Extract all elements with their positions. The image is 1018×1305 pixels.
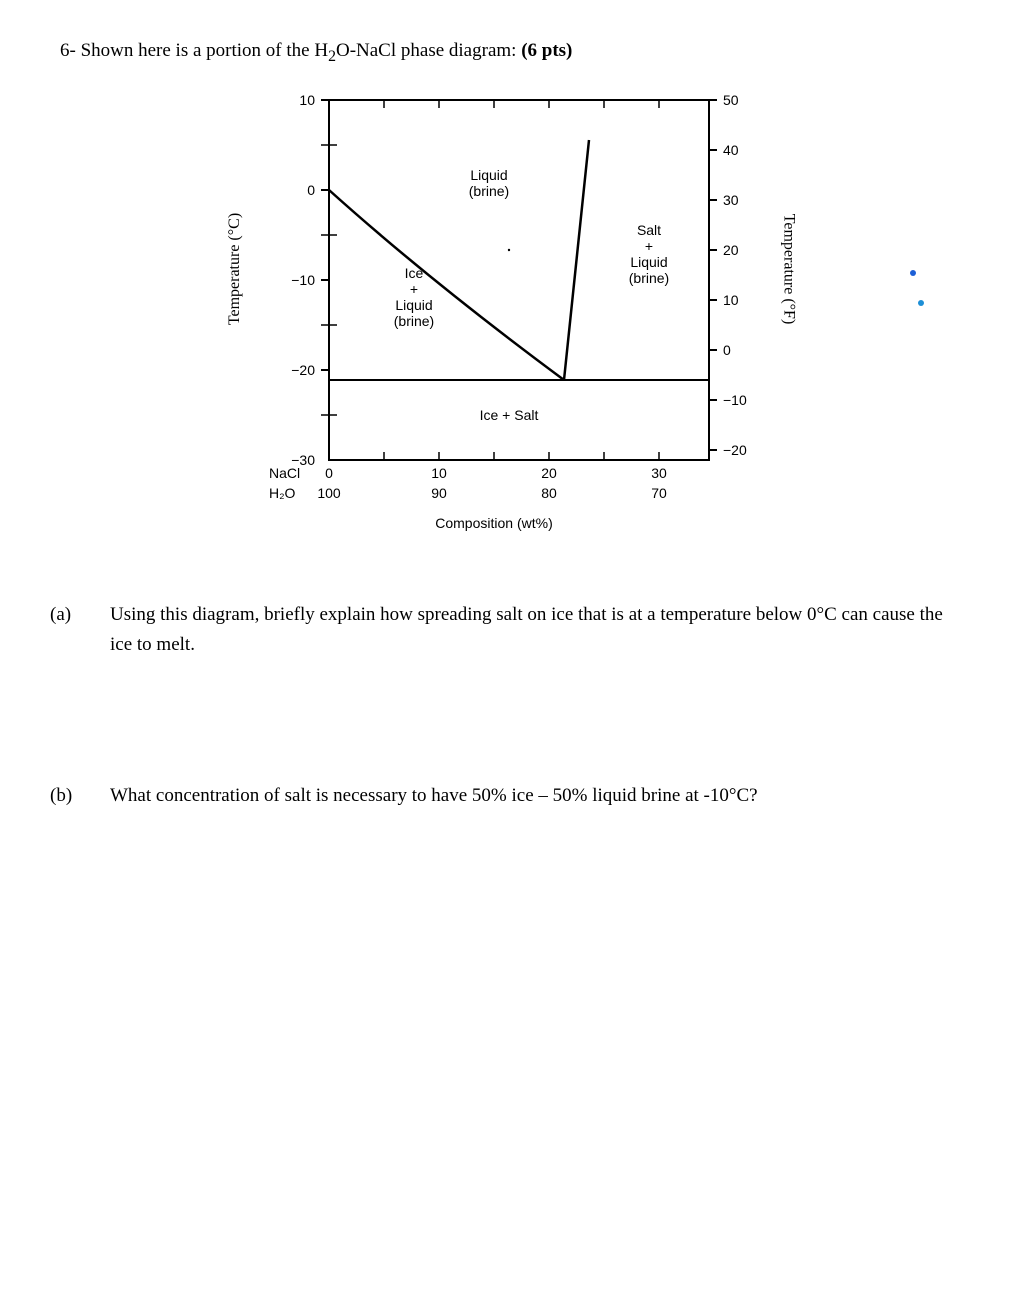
svg-text:−10: −10 bbox=[723, 392, 747, 408]
question-parts: (a) Using this diagram, briefly explain … bbox=[50, 600, 968, 811]
right-ticks: 50 40 30 20 10 0 −10 −20 bbox=[709, 92, 747, 458]
question-sub: 2 bbox=[328, 48, 336, 65]
svg-text:−20: −20 bbox=[723, 442, 747, 458]
svg-text:50: 50 bbox=[723, 92, 739, 108]
svg-text:−20: −20 bbox=[291, 362, 315, 378]
x-row2-label: H₂O bbox=[269, 485, 296, 501]
phase-diagram: Temperature (°C) Temperature (°F) 10 0 −… bbox=[229, 70, 789, 540]
svg-text:(brine): (brine) bbox=[394, 313, 434, 329]
svg-text:Liquid: Liquid bbox=[395, 297, 432, 313]
svg-text:30: 30 bbox=[723, 192, 739, 208]
x-axis-label: Composition (wt%) bbox=[435, 515, 552, 531]
svg-text:+: + bbox=[410, 281, 418, 297]
part-b-label: (b) bbox=[50, 781, 110, 811]
svg-text:20: 20 bbox=[541, 465, 557, 481]
x-row1-label: NaCl bbox=[269, 465, 300, 481]
artifact-dot bbox=[918, 300, 924, 306]
part-a: (a) Using this diagram, briefly explain … bbox=[50, 600, 968, 661]
svg-text:0: 0 bbox=[325, 465, 333, 481]
question-text-1: Shown here is a portion of the H bbox=[81, 40, 328, 61]
svg-text:10: 10 bbox=[299, 92, 315, 108]
right-liquidus bbox=[564, 140, 589, 380]
svg-text:Liquid: Liquid bbox=[630, 254, 667, 270]
svg-text:Ice: Ice bbox=[405, 265, 424, 281]
left-axis-label: Temperature (°C) bbox=[226, 213, 244, 325]
part-b: (b) What concentration of salt is necess… bbox=[50, 781, 968, 811]
question-text-2: O-NaCl phase diagram: bbox=[336, 40, 521, 61]
question-header: 6- Shown here is a portion of the H2O-Na… bbox=[50, 40, 968, 66]
svg-text:(brine): (brine) bbox=[469, 183, 509, 199]
part-a-label: (a) bbox=[50, 600, 110, 661]
part-b-text: What concentration of salt is necessary … bbox=[110, 781, 968, 811]
svg-text:40: 40 bbox=[723, 142, 739, 158]
part-a-text: Using this diagram, briefly explain how … bbox=[110, 600, 968, 661]
svg-text:70: 70 bbox=[651, 485, 667, 501]
svg-text:20: 20 bbox=[723, 242, 739, 258]
top-ticks bbox=[384, 100, 659, 108]
left-ticks: 10 0 −10 −20 −30 bbox=[291, 92, 337, 468]
left-liquidus bbox=[329, 190, 564, 380]
question-number: 6- bbox=[60, 40, 76, 61]
svg-text:(brine): (brine) bbox=[629, 270, 669, 286]
svg-text:Ice + Salt: Ice + Salt bbox=[480, 407, 539, 423]
question-points: (6 pts) bbox=[521, 40, 572, 61]
svg-text:10: 10 bbox=[431, 465, 447, 481]
phase-diagram-svg: 10 0 −10 −20 −30 50 40 30 20 10 0 −10 −2… bbox=[229, 70, 789, 540]
svg-text:−10: −10 bbox=[291, 272, 315, 288]
svg-text:90: 90 bbox=[431, 485, 447, 501]
svg-text:100: 100 bbox=[317, 485, 341, 501]
svg-text:10: 10 bbox=[723, 292, 739, 308]
right-axis-label: Temperature (°F) bbox=[780, 214, 798, 325]
bottom-ticks: NaCl H₂O 0 10 20 30 100 90 80 70 Composi… bbox=[269, 452, 667, 531]
region-labels: Liquid (brine) Ice + Liquid (brine) Salt… bbox=[394, 167, 669, 423]
svg-text:Salt: Salt bbox=[637, 222, 661, 238]
svg-text:80: 80 bbox=[541, 485, 557, 501]
svg-text:0: 0 bbox=[723, 342, 731, 358]
svg-text:+: + bbox=[645, 238, 653, 254]
svg-text:0: 0 bbox=[307, 182, 315, 198]
svg-text:30: 30 bbox=[651, 465, 667, 481]
artifact-dot bbox=[910, 270, 916, 276]
svg-text:Liquid: Liquid bbox=[470, 167, 507, 183]
